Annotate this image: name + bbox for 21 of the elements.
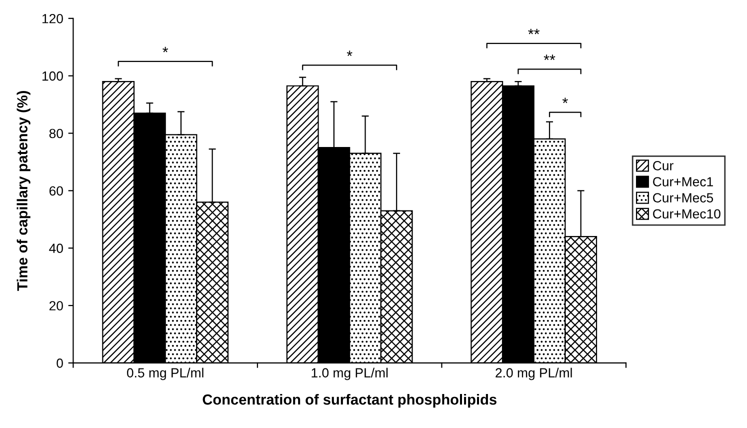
y-tick-label: 100 [42,71,63,81]
y-tick-label: 0 [56,358,63,368]
y-axis-title: Time of capillary patency (%) [16,91,30,291]
annotation: * [162,46,168,52]
y-tick-label: 40 [49,244,63,254]
legend-label: Cur+Mec1 [653,177,713,186]
legend-label: Cur [653,161,674,170]
x-tick-label: 0.5 mg PL/ml [126,368,204,380]
x-tick-label: 1.0 mg PL/ml [312,368,388,380]
x-tick-label: 2.0 mg PL/ml [496,368,572,380]
annotation: * [346,50,352,56]
x-axis-title: Concentration of surfactant phospholipids [202,394,496,408]
legend-label: Cur+Mec10 [653,209,720,219]
annotation: * [562,98,568,104]
annotation: ** [528,28,540,34]
y-tick-label: 60 [49,186,63,196]
y-tick-label: 80 [49,128,63,138]
annotation: ** [544,54,556,60]
legend-label: Cur+Mec5 [653,193,714,202]
y-tick-label: 20 [49,301,63,310]
y-tick-label: 120 [42,14,63,24]
